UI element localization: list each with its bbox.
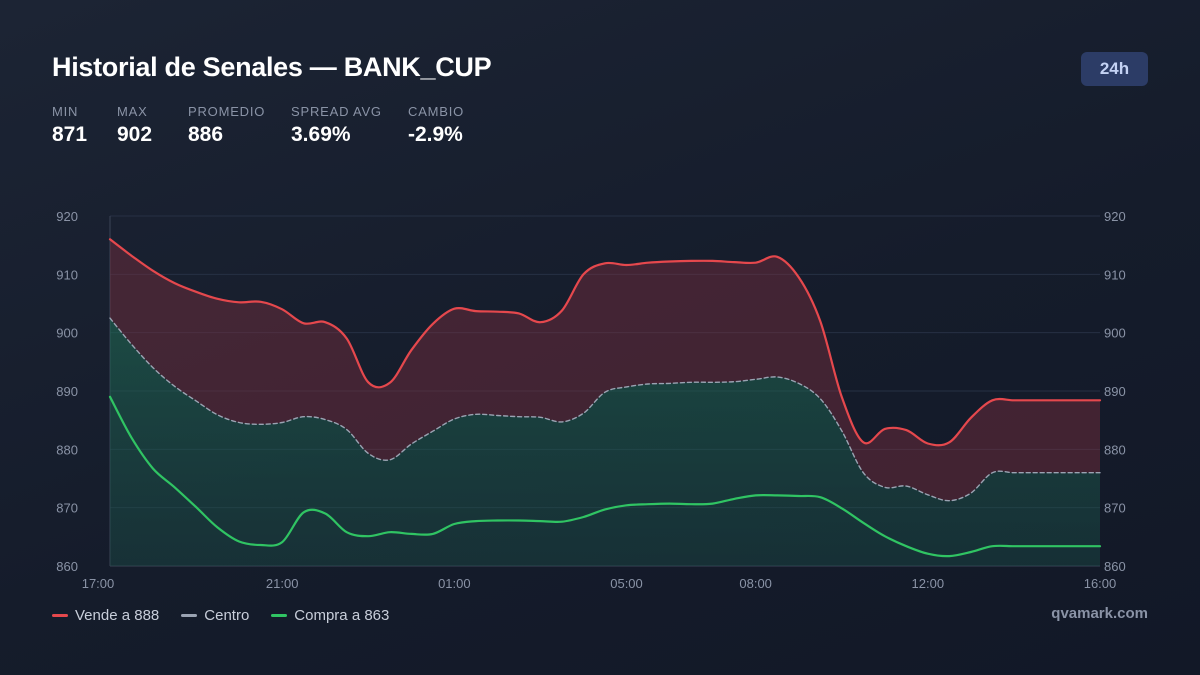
y-tick-label-right: 870 [1104, 501, 1126, 516]
stat-average: PROMEDIO 886 [188, 104, 265, 147]
chart-axes: 860 860 870 870 880 880 890 890 900 900 910 910 920 9… [56, 209, 1125, 591]
stat-max: MAX 902 [117, 104, 152, 147]
x-tick-label: 17:00 [82, 576, 115, 591]
legend-label-buy: Compra a 863 [294, 606, 390, 624]
legend-swatch-center [181, 613, 198, 617]
center-baseline-band [110, 318, 1100, 566]
x-tick-label: 16:00 [1084, 576, 1117, 591]
stat-min-value: 871 [52, 123, 88, 146]
y-tick-label-left: 900 [56, 326, 78, 341]
y-tick-label-left: 870 [56, 501, 78, 516]
y-tick-label-right: 890 [1104, 384, 1126, 399]
legend-label-center: Centro [204, 606, 250, 624]
y-tick-label-right: 920 [1104, 209, 1126, 224]
x-tick-label: 21:00 [266, 576, 299, 591]
page-title: Historial de Senales — BANK_CUP [52, 52, 492, 82]
stat-average-value: 886 [188, 123, 224, 146]
y-tick-label-right: 900 [1104, 326, 1126, 341]
x-tick-label: 08:00 [739, 576, 772, 591]
stat-change-value: -2.9% [408, 123, 463, 146]
chart-legend: Vende a 888 Centro Compra a 863 [52, 605, 411, 625]
buy-line [108, 395, 1102, 558]
stat-min-label: MIN [52, 104, 79, 119]
legend-swatch-sell [52, 613, 68, 617]
legend-item-sell[interactable]: Vende a 888 [52, 607, 159, 624]
time-range-badge[interactable]: 24h [1081, 52, 1148, 86]
y-tick-label-left: 910 [56, 267, 78, 282]
y-tick-label-left: 880 [56, 442, 78, 457]
stat-spread-avg-label: SPREAD AVG [291, 104, 382, 119]
sell-center-band [110, 239, 1100, 501]
stat-max-value: 902 [117, 123, 153, 146]
y-tick-label-left: 920 [56, 209, 78, 224]
stat-change: CAMBIO -2.9% [408, 104, 464, 147]
x-tick-label: 01:00 [438, 576, 471, 591]
legend-swatch-buy [271, 613, 288, 617]
stat-spread-avg-value: 3.69% [291, 123, 351, 146]
chart-lines [108, 238, 1102, 558]
stat-change-label: CAMBIO [408, 104, 465, 119]
sell-line [108, 238, 1102, 447]
stat-spread-avg: SPREAD AVG 3.69% [291, 104, 382, 147]
y-tick-label-left: 860 [56, 559, 78, 574]
legend-label-sell: Vende a 888 [75, 606, 160, 624]
x-tick-label: 05:00 [610, 576, 643, 591]
legend-item-center[interactable]: Centro [181, 607, 249, 624]
y-tick-label-right: 860 [1104, 559, 1126, 574]
stat-min: MIN 871 [52, 104, 87, 147]
legend-item-buy[interactable]: Compra a 863 [271, 607, 389, 624]
y-tick-label-right: 880 [1104, 442, 1126, 457]
stat-average-label: PROMEDIO [188, 104, 266, 119]
brand-link[interactable]: qvamark.com [1051, 605, 1148, 622]
y-tick-label-right: 910 [1104, 267, 1126, 282]
y-tick-label-left: 890 [56, 384, 78, 399]
chart-areas [110, 239, 1100, 566]
center-line [109, 317, 1101, 502]
x-tick-label: 12:00 [912, 576, 945, 591]
stat-max-label: MAX [117, 104, 148, 119]
